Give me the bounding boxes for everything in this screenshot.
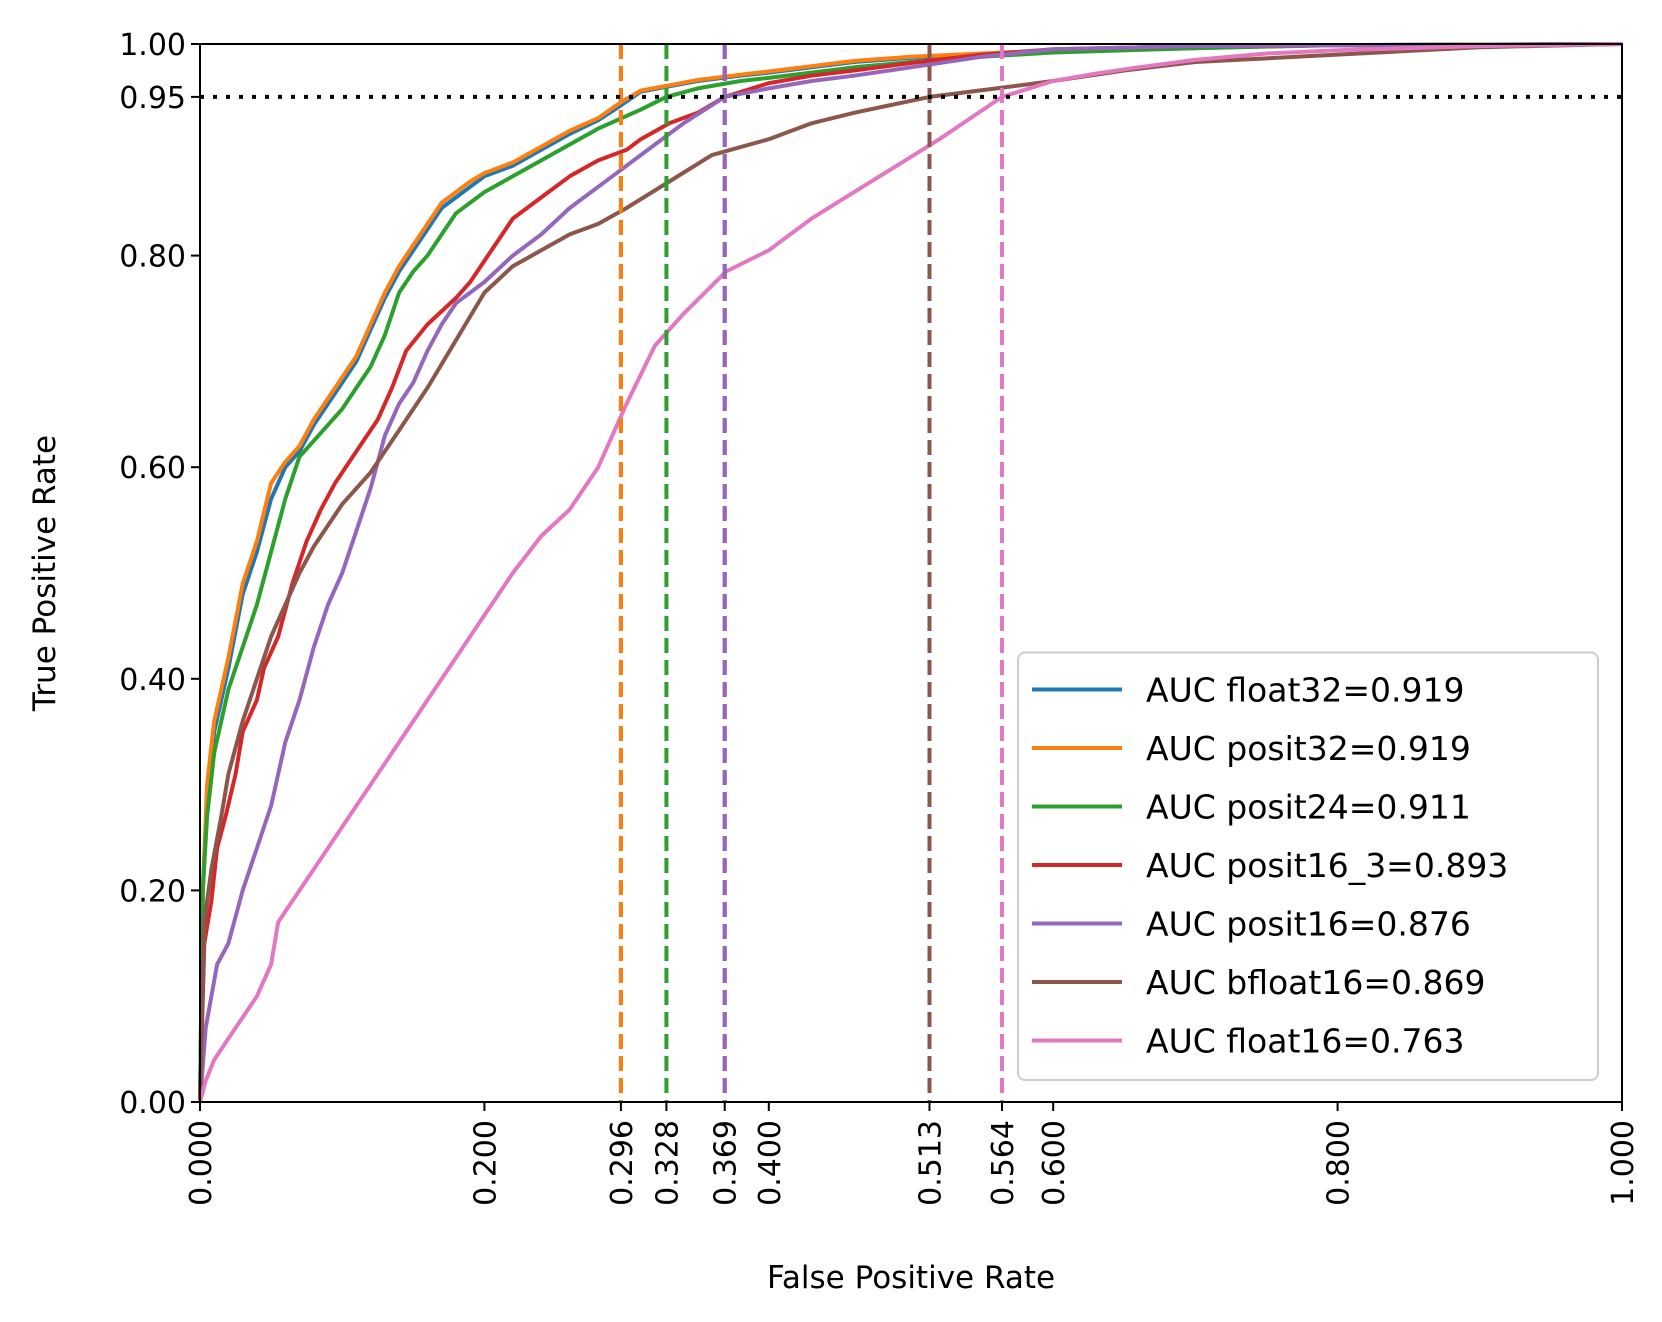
series-line-3 — [198, 42, 1623, 1103]
y-tick-label: 0.40 — [119, 663, 186, 698]
series-line-4 — [198, 42, 1623, 1103]
x-tick-label: 0.000 — [184, 1120, 219, 1206]
x-tick-label: 0.800 — [1322, 1120, 1357, 1206]
legend-label: AUC bfloat16=0.869 — [1146, 963, 1485, 1002]
series-line-7 — [198, 42, 1623, 1103]
legend-label: AUC posit24=0.911 — [1146, 788, 1471, 827]
plot-frame — [199, 43, 1623, 1103]
series-line-6 — [198, 42, 1623, 1103]
series-line-5 — [198, 42, 1623, 1103]
legend-box — [1017, 651, 1599, 1081]
x-tick-label: 0.600 — [1037, 1120, 1072, 1206]
legend-label: AUC posit16=0.876 — [1146, 905, 1471, 944]
legend: AUC float32=0.919 AUC posit32=0.919 AUC po… — [1017, 651, 1599, 1081]
x-tick-label: 1.000 — [1606, 1120, 1641, 1206]
x-tick-label: 0.564 — [986, 1120, 1021, 1206]
legend-label: AUC posit16_3=0.893 — [1146, 846, 1508, 885]
series-line-2 — [198, 42, 1623, 1103]
x-tick-label: 0.328 — [650, 1120, 685, 1206]
x-tick-label: 0.200 — [468, 1120, 503, 1206]
y-tick-label: 0.00 — [119, 1086, 186, 1121]
legend-label: AUC float32=0.919 — [1146, 671, 1465, 710]
threshold-layer — [618, 44, 1005, 1102]
y-tick-label: 0.60 — [119, 451, 186, 486]
y-tick-label: 0.95 — [119, 81, 186, 116]
x-tick-label: 0.296 — [605, 1120, 640, 1206]
x-tick-label: 0.400 — [753, 1120, 788, 1206]
y-axis-label: True Positive Rate — [27, 435, 63, 712]
y-tick-label: 1.00 — [119, 28, 186, 63]
y-tick-label: 0.20 — [119, 874, 186, 909]
x-axis-label: False Positive Rate — [767, 1260, 1055, 1296]
ticks-layer: 0.000 0.200 0.296 0.328 0.369 0.400 0.513 0.564… — [119, 28, 1641, 1206]
y-tick-label: 0.80 — [119, 240, 186, 275]
legend-label: AUC float16=0.763 — [1146, 1022, 1465, 1061]
x-tick-label: 0.513 — [913, 1120, 948, 1206]
legend-label: AUC posit32=0.919 — [1146, 729, 1471, 768]
series-layer — [198, 42, 1623, 1103]
x-tick-label: 0.369 — [709, 1120, 744, 1206]
